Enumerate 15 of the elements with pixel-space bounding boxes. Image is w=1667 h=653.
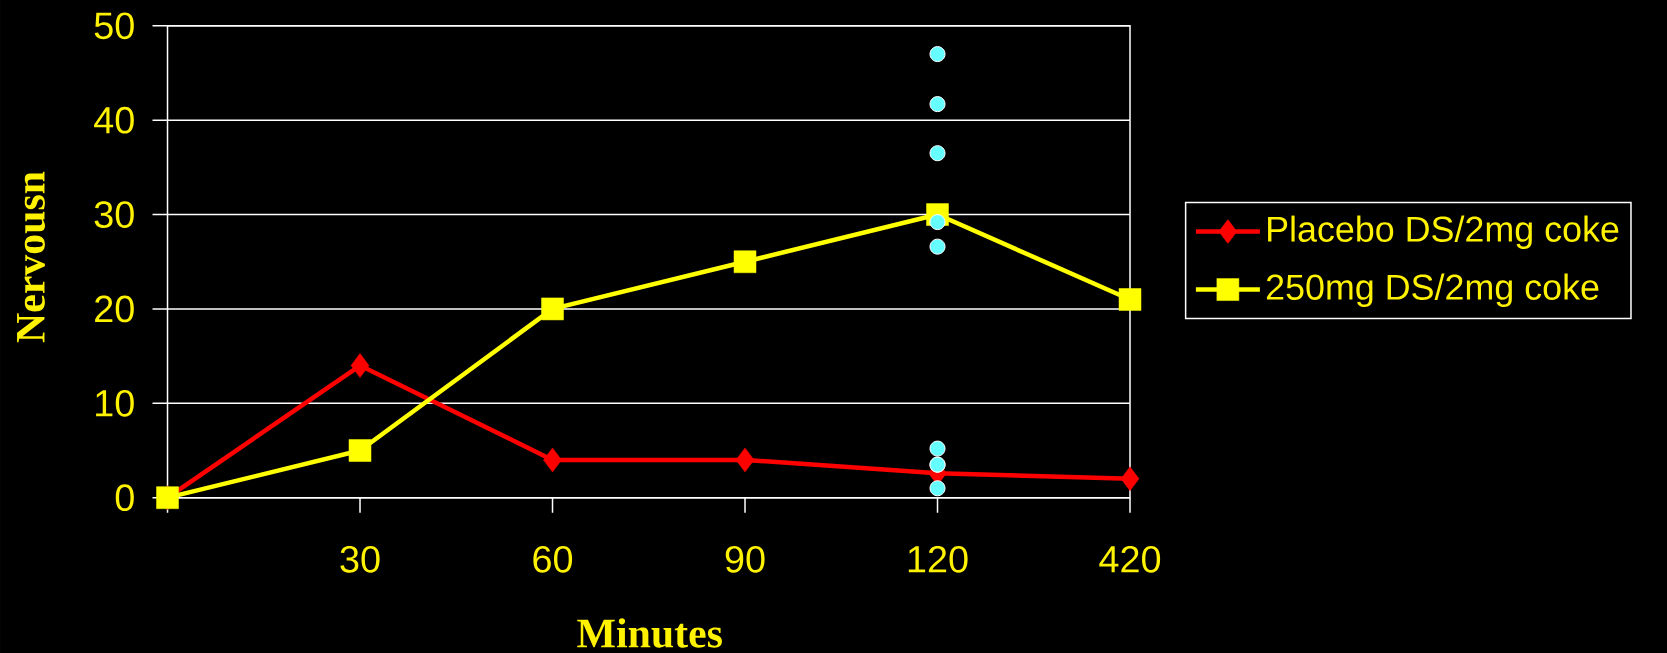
y-tick-label: 0 (115, 484, 134, 512)
x-axis-title: Minutes (577, 618, 722, 648)
y-tick-label: 30 (94, 201, 134, 228)
legend-label: Placebo DS/2mg coke (1268, 215, 1619, 249)
x-tick-label: 30 (340, 545, 380, 573)
y-tick-label: 10 (96, 389, 134, 417)
x-tick-label: 90 (725, 545, 765, 573)
x-tick-label: 120 (908, 545, 968, 573)
y-tick-label: 20 (95, 295, 134, 323)
y-tick-label: 40 (94, 106, 134, 134)
y-tick-label: 50 (94, 12, 134, 40)
x-tick-label: 60 (533, 545, 573, 573)
y-axis-title: Nervousn (17, 171, 45, 343)
x-tick-label: 420 (1099, 545, 1161, 573)
legend-label: 250mg DS/2mg coke (1266, 273, 1599, 307)
